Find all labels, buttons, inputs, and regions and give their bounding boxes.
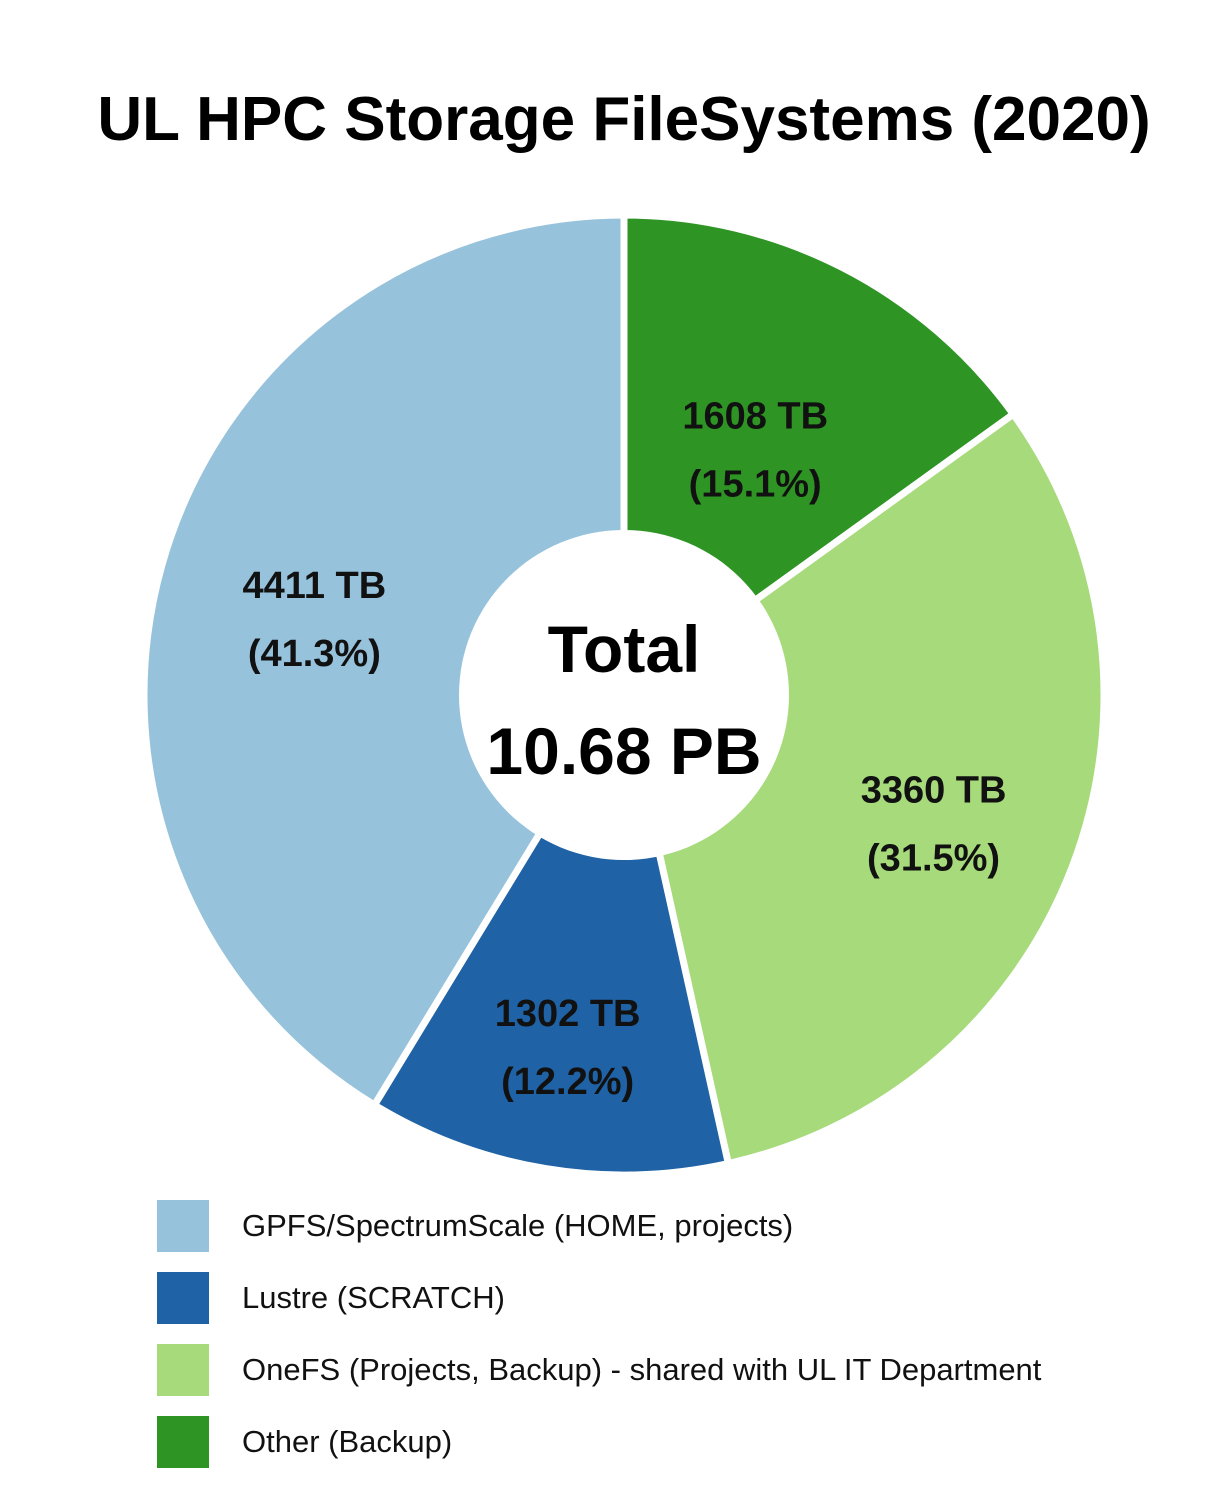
legend-swatch-gpfs <box>157 1200 209 1252</box>
center-label-title: Total <box>548 612 701 686</box>
slice-value-label-gpfs: 4411 TB <box>243 565 387 607</box>
legend-label-lustre: Lustre (SCRATCH) <box>242 1280 505 1315</box>
legend-swatch-onefs <box>157 1344 209 1396</box>
legend-swatch-other <box>157 1416 209 1468</box>
legend-label-gpfs: GPFS/SpectrumScale (HOME, projects) <box>242 1208 794 1243</box>
chart-title: UL HPC Storage FileSystems (2020) <box>97 85 1150 154</box>
legend-label-onefs: OneFS (Projects, Backup) - shared with U… <box>242 1352 1042 1387</box>
slice-value-label-lustre: 1302 TB <box>495 993 641 1035</box>
center-label-total: 10.68 PB <box>486 714 761 788</box>
slice-onefs <box>620 410 1108 1168</box>
slice-value-label-onefs: 3360 TB <box>861 770 1007 812</box>
legend-label-other: Other (Backup) <box>242 1424 453 1459</box>
slice-gpfs <box>140 211 628 1109</box>
slice-percent-label-gpfs: (41.3%) <box>248 633 381 675</box>
slice-percent-label-lustre: (12.2%) <box>501 1061 634 1103</box>
slice-percent-label-other: (15.1%) <box>689 464 822 506</box>
slice-percent-label-onefs: (31.5%) <box>867 838 1000 880</box>
slice-value-label-other: 1608 TB <box>682 396 828 438</box>
slice-labels: 1608 TB (15.1%) 3360 TB (31.5%) 1302 TB (12.2… <box>243 396 1007 1103</box>
donut-hole <box>459 530 789 860</box>
donut-slices <box>140 211 1108 1179</box>
legend-swatch-lustre <box>157 1272 209 1324</box>
